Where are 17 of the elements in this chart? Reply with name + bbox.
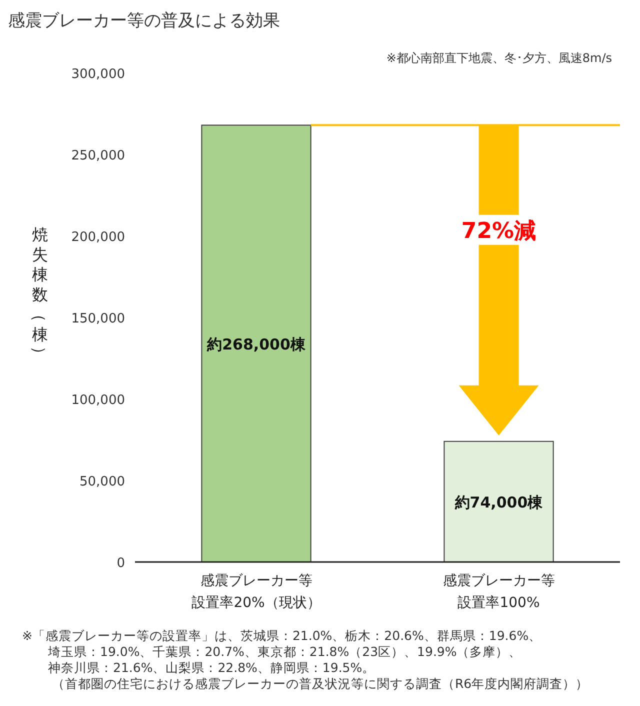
y-tick-label: 100,000 (71, 393, 125, 408)
x-tick-label: 感震ブレーカー等設置率100% (442, 573, 555, 611)
text: ※「感震ブレーカー等の設置率」は、茨城県：21.0%、栃木：20.6%、群馬県：19.6%、埼玉県：19.0%、千葉県：20.7%、東京都：21.8%（23区）、19.9%（多摩）、神奈川県：21.6%、山梨県：22.8%、静岡県：19.5%。 (22, 628, 542, 675)
annotation: 72%減 (461, 218, 536, 244)
data-label: 約268,000棟 (206, 336, 306, 354)
text: ※都心南部直下地震、冬･夕方、風速8m/s (386, 51, 612, 65)
y-tick-label: 300,000 (71, 67, 125, 82)
text: （首都圏の住宅における感震ブレーカーの普及状況等に関する調査（R6年度内閣府調査）） (52, 676, 589, 691)
y-tick-label: 0 (116, 556, 125, 571)
data-label: 約74,000棟 (454, 494, 544, 512)
y-tick-label: 150,000 (71, 312, 125, 326)
y-tick-label: 250,000 (71, 148, 125, 164)
chart-title: 感震ブレーカー等の普及による効果 (8, 11, 280, 31)
x-tick-label: 感震ブレーカー等設置率20%（現状） (192, 573, 321, 611)
y-tick-label: 200,000 (71, 230, 125, 245)
y-tick-label: 50,000 (80, 474, 125, 490)
y-axis-title: 焼失棟数（棟） (30, 225, 49, 362)
